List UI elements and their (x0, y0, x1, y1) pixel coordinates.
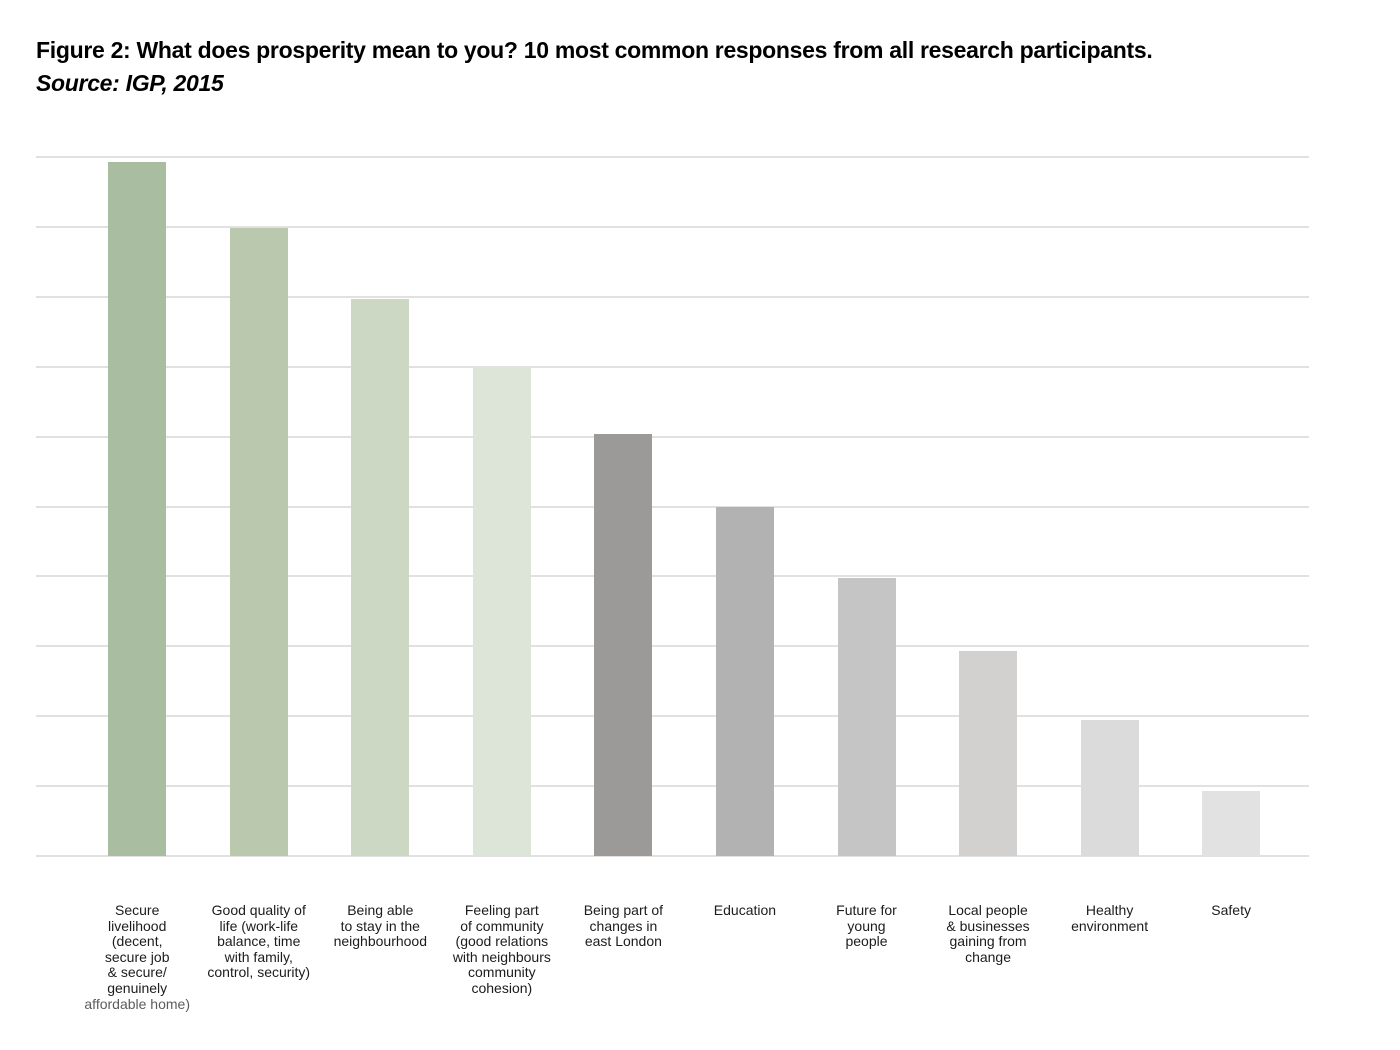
category-label-line: Being part of (583, 902, 664, 918)
gridline (36, 575, 1309, 578)
x-axis-baseline (36, 855, 1309, 857)
figure-header: Figure 2: What does prosperity mean to y… (36, 34, 1366, 100)
category-label-line: secure job (104, 948, 170, 965)
category-labels: Secure livelihood (decent, secure job & secu… (36, 902, 1309, 1033)
bar-chart-plot-area (36, 156, 1309, 857)
category-label-line: change (965, 948, 1012, 965)
bar (229, 228, 288, 856)
category-label-line: Local people (948, 902, 1028, 918)
bar (837, 577, 896, 856)
category-label: Feeling part of community (good relations w… (427, 902, 577, 997)
bar (715, 506, 774, 856)
bar (959, 650, 1018, 856)
category-label-line: neighbourhood (333, 933, 427, 950)
figure-title: Figure 2: What does prosperity mean to y… (36, 37, 1153, 63)
category-label: Being able to stay in the neighbourhood (305, 902, 455, 950)
gridline (36, 715, 1309, 718)
category-label-line: Being able (347, 902, 414, 918)
category-label: Safety (1156, 902, 1306, 919)
gridline (36, 156, 1309, 158)
gridline (36, 365, 1309, 368)
gridline (36, 295, 1309, 298)
category-label-line: gaining from (949, 933, 1027, 950)
category-label-line: with family, (224, 948, 293, 965)
category-label-line: (decent, (111, 933, 163, 950)
category-label-line: genuinely (107, 979, 168, 996)
category-label-line: livelihood (108, 917, 167, 934)
category-label-line: community (468, 964, 536, 981)
bar (594, 433, 653, 856)
category-label-line: changes in (589, 917, 658, 934)
category-label-line: Safety (1211, 902, 1251, 918)
category-label-line: life (work-life (219, 917, 299, 934)
category-label-line: cohesion) (471, 979, 533, 996)
category-label: Local people & businesses gaining from chan… (913, 902, 1063, 965)
category-label: Secure livelihood (decent, secure job & secu… (62, 902, 212, 1012)
bar (1202, 791, 1261, 856)
category-label-line: Healthy (1085, 902, 1134, 918)
category-label-line: control, security) (207, 964, 311, 981)
category-label: Good quality of life (work-life balance, t… (184, 902, 334, 981)
category-label-line: to stay in the (340, 917, 420, 934)
bar (351, 298, 410, 856)
category-label-line: balance, time (217, 933, 301, 950)
bar (472, 368, 531, 856)
category-label-line: east London (584, 933, 662, 950)
category-label-line: Good quality of (211, 902, 306, 918)
category-label-line: & businesses (946, 917, 1030, 934)
category-label-line: Feeling part (464, 902, 539, 918)
category-label-line: environment (1071, 917, 1149, 934)
category-label-line: affordable home) (84, 995, 190, 1012)
gridline (36, 785, 1309, 788)
figure-source: Source: IGP, 2015 (36, 70, 224, 96)
gridline (36, 645, 1309, 648)
category-label: Future for young people (792, 902, 942, 950)
category-label-line: Secure (115, 902, 160, 918)
category-label: Healthy environment (1035, 902, 1185, 934)
category-label: Education (670, 902, 820, 919)
gridline (36, 225, 1309, 228)
category-label: Being part of changes in east London (548, 902, 698, 950)
category-label-line: (good relations (455, 933, 549, 950)
gridline (36, 435, 1309, 438)
bar (1080, 720, 1139, 856)
category-label-line: Future for (836, 902, 897, 918)
gridline (36, 505, 1309, 508)
category-label-line: of community (460, 917, 544, 934)
category-label-line: & secure/ (107, 964, 167, 981)
bar (108, 161, 167, 856)
category-label-line: with neighbours (452, 948, 551, 965)
category-label-line: people (845, 933, 888, 950)
category-label-line: young (847, 917, 886, 934)
category-label-line: Education (713, 902, 777, 918)
